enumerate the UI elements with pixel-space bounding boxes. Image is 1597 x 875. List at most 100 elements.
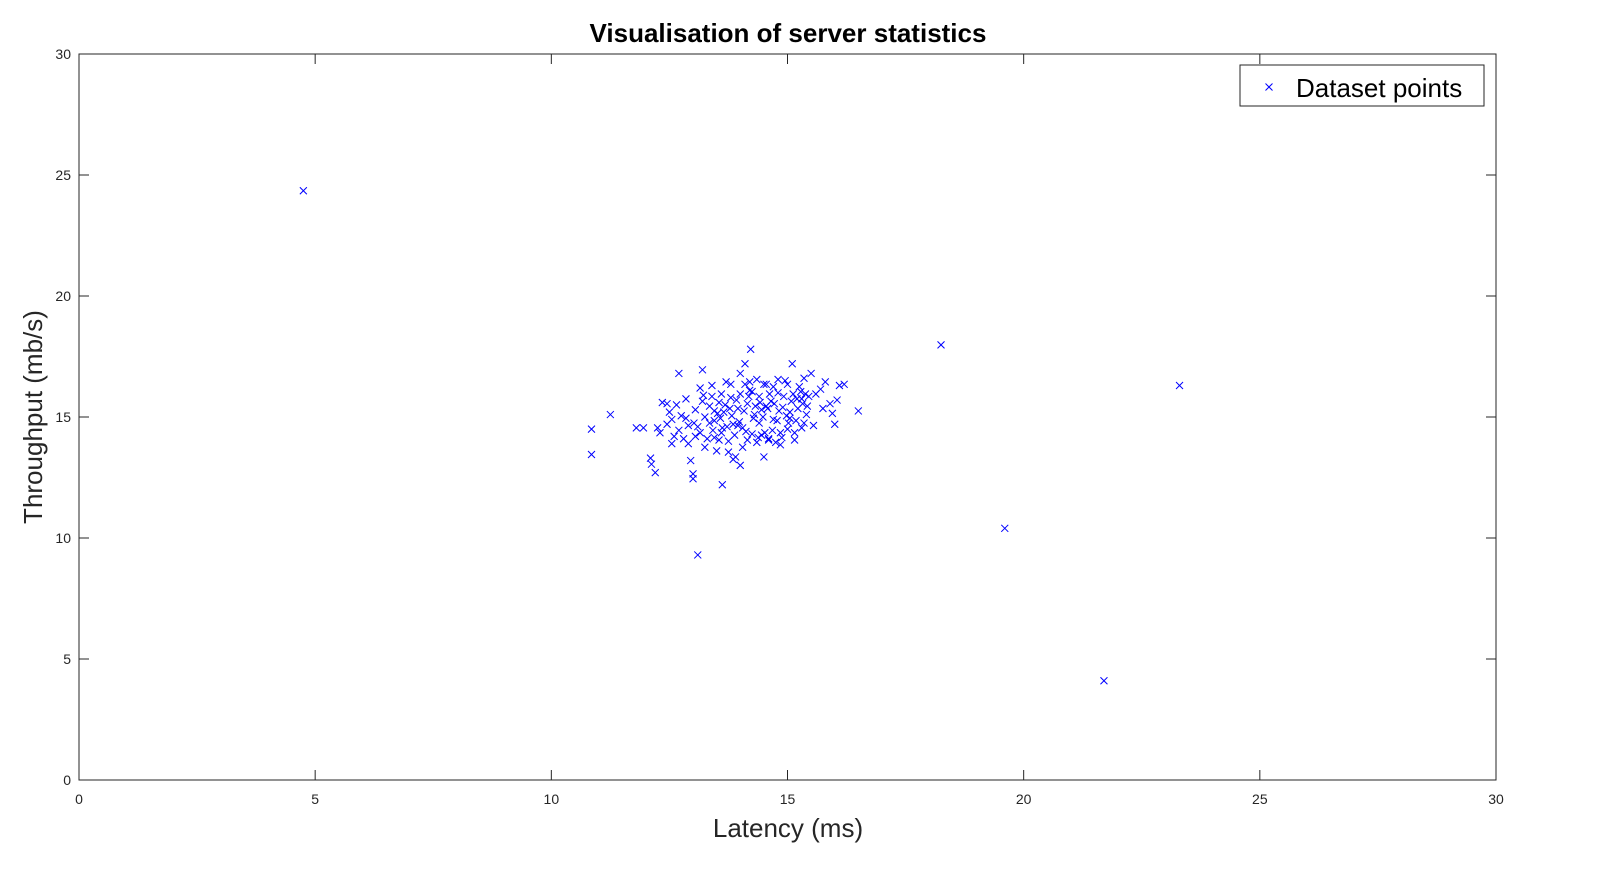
data-point xyxy=(587,450,596,459)
data-point xyxy=(774,388,782,397)
data-point xyxy=(696,428,704,437)
data-point xyxy=(768,426,777,435)
data-point xyxy=(729,455,738,464)
x-tick-label: 20 xyxy=(1016,791,1032,807)
data-point xyxy=(749,414,758,423)
data-point xyxy=(765,390,774,398)
x-tick-label: 0 xyxy=(75,791,83,807)
data-point xyxy=(800,374,808,383)
data-point xyxy=(777,433,786,442)
data-point xyxy=(693,422,702,431)
data-point xyxy=(830,420,839,429)
data-point xyxy=(717,428,726,437)
data-point xyxy=(760,453,768,461)
y-tick-label: 5 xyxy=(63,651,71,667)
data-point xyxy=(764,436,773,444)
data-point xyxy=(705,419,714,427)
data-point xyxy=(775,407,783,415)
x-tick-label: 25 xyxy=(1252,791,1268,807)
x-axis-title: Latency (ms) xyxy=(713,813,863,843)
data-point xyxy=(682,394,690,403)
data-point xyxy=(632,424,641,432)
data-point xyxy=(755,419,764,427)
data-point xyxy=(776,440,785,449)
data-point xyxy=(790,428,799,437)
legend-x-marker-icon xyxy=(1265,83,1273,91)
data-point xyxy=(1100,676,1108,685)
data-point xyxy=(798,399,807,408)
data-point xyxy=(786,414,794,423)
data-point xyxy=(672,401,681,409)
data-point xyxy=(719,408,728,417)
data-point xyxy=(716,414,725,423)
y-axis-title: Throughput (mb/s) xyxy=(18,310,48,524)
data-point xyxy=(821,378,830,386)
data-point xyxy=(771,438,780,447)
data-point xyxy=(816,385,825,394)
data-point xyxy=(700,443,709,452)
data-point xyxy=(782,411,791,420)
data-point xyxy=(759,413,767,421)
axis-tick-labels: 0 5 10 15 20 25 30 0 5 10 15 20 25 30 xyxy=(55,46,1504,807)
data-point xyxy=(742,427,750,436)
data-point xyxy=(779,392,788,401)
data-point xyxy=(712,447,721,455)
data-point xyxy=(804,392,813,401)
data-point xyxy=(789,390,798,398)
data-point xyxy=(726,404,734,413)
data-point xyxy=(736,461,745,470)
data-point xyxy=(800,419,808,427)
data-point xyxy=(760,428,769,437)
data-point xyxy=(801,390,810,398)
data-point xyxy=(651,468,660,477)
data-point xyxy=(708,392,716,401)
data-point xyxy=(803,402,812,410)
data-point xyxy=(726,380,735,389)
data-point xyxy=(776,428,785,437)
data-point xyxy=(718,480,727,489)
data-point xyxy=(691,432,700,441)
y-tick-label: 15 xyxy=(55,409,71,425)
data-point xyxy=(795,382,804,391)
data-point xyxy=(723,422,731,431)
x-tick-label: 10 xyxy=(544,791,560,807)
data-point xyxy=(796,387,805,396)
data-point xyxy=(807,369,815,378)
data-point xyxy=(763,404,772,413)
data-point xyxy=(647,460,656,469)
data-point xyxy=(745,378,754,386)
data-point xyxy=(686,456,695,465)
data-points xyxy=(299,186,1184,685)
data-point xyxy=(710,416,719,425)
data-point xyxy=(736,390,745,398)
y-tick-label: 10 xyxy=(55,530,71,546)
data-point xyxy=(703,434,712,443)
y-tick-label: 30 xyxy=(55,46,71,62)
data-point xyxy=(736,369,745,378)
data-point xyxy=(675,426,683,435)
data-point xyxy=(743,436,752,444)
data-point xyxy=(606,410,615,419)
data-point xyxy=(769,382,778,391)
data-point xyxy=(748,387,756,396)
data-point xyxy=(667,439,676,448)
data-point xyxy=(755,392,764,401)
data-point xyxy=(710,407,719,415)
data-point xyxy=(746,345,755,354)
data-point xyxy=(790,436,799,444)
data-point xyxy=(724,448,733,456)
data-point xyxy=(682,414,690,423)
data-point xyxy=(937,341,945,349)
data-point xyxy=(726,393,735,402)
data-point xyxy=(833,396,841,404)
data-point xyxy=(727,411,736,420)
x-tick-label: 15 xyxy=(780,791,796,807)
data-point xyxy=(653,424,662,432)
data-point xyxy=(828,409,837,418)
data-point xyxy=(784,419,793,427)
data-point xyxy=(762,402,771,410)
data-point xyxy=(762,380,771,389)
y-tick-label: 25 xyxy=(55,167,71,183)
data-point xyxy=(710,433,719,442)
